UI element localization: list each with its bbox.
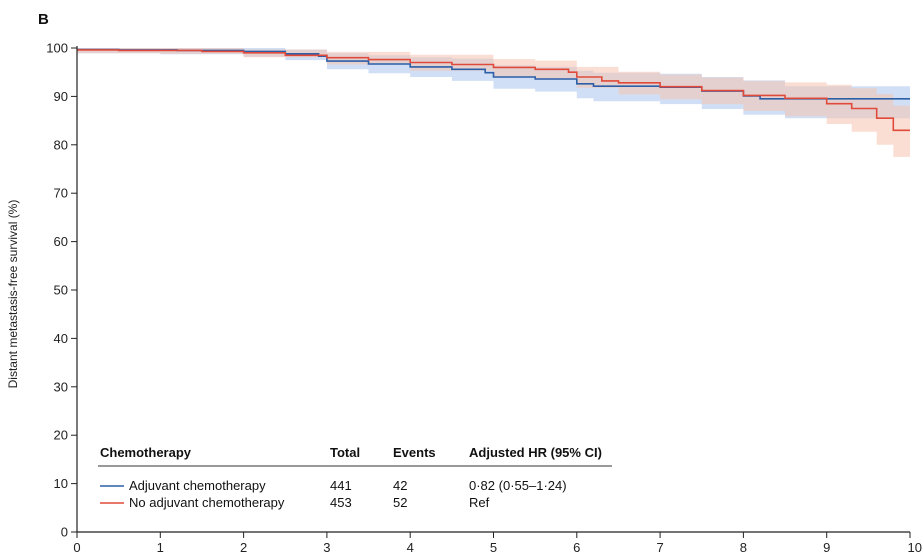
survival-curves [77, 48, 910, 132]
ci-bands [77, 48, 910, 157]
y-tick-label: 90 [54, 89, 68, 104]
ci-band-adjuvant [77, 48, 910, 119]
y-tick-label: 10 [54, 476, 68, 491]
y-tick-label: 100 [46, 41, 68, 56]
y-tick-label: 50 [54, 283, 68, 298]
y-tick-label: 20 [54, 428, 68, 443]
y-tick-label: 40 [54, 331, 68, 346]
table-row-no-adjuvant-total: 453 [330, 495, 352, 510]
table-row-adjuvant-label: Adjuvant chemotherapy [129, 478, 266, 493]
table-row-adjuvant-total: 441 [330, 478, 352, 493]
y-axis-title: Distant metastasis-free survival (%) [6, 200, 20, 389]
y-tick-label: 80 [54, 137, 68, 152]
x-tick-label: 9 [823, 540, 830, 555]
table-header-chemotherapy: Chemotherapy [100, 445, 192, 460]
x-tick-label: 3 [323, 540, 330, 555]
axes: 0 10 20 30 40 50 60 70 80 90 100 0 1 2 3 4 5 6 7 8 9 10 [46, 41, 922, 556]
table-row-no-adjuvant-events: 52 [393, 495, 407, 510]
y-tick-label: 70 [54, 186, 68, 201]
summary-table: Chemotherapy Total Events Adjusted HR (9… [98, 445, 612, 510]
table-header-events: Events [393, 445, 436, 460]
x-tick-label: 8 [740, 540, 747, 555]
ci-band-no-adjuvant [77, 48, 910, 157]
table-row-adjuvant-hr: 0·82 (0·55–1·24) [469, 478, 567, 493]
x-tick-label: 1 [157, 540, 164, 555]
table-row-adjuvant-events: 42 [393, 478, 407, 493]
table-header-adjusted-hr: Adjusted HR (95% CI) [469, 445, 602, 460]
y-tick-label: 30 [54, 379, 68, 394]
table-row-no-adjuvant-hr: Ref [469, 495, 490, 510]
x-tick-label: 10 [908, 540, 922, 555]
panel-label: B [38, 11, 49, 28]
x-tick-label: 2 [240, 540, 247, 555]
x-tick-label: 5 [490, 540, 497, 555]
x-tick-label: 4 [407, 540, 414, 555]
survival-curve-no-adjuvant [77, 49, 910, 132]
x-tick-label: 7 [656, 540, 663, 555]
y-tick-label: 0 [61, 525, 68, 540]
y-tick-label: 60 [54, 234, 68, 249]
x-tick-label: 0 [73, 540, 80, 555]
x-tick-label: 6 [573, 540, 580, 555]
table-row-no-adjuvant-label: No adjuvant chemotherapy [129, 495, 285, 510]
table-header-total: Total [330, 445, 360, 460]
